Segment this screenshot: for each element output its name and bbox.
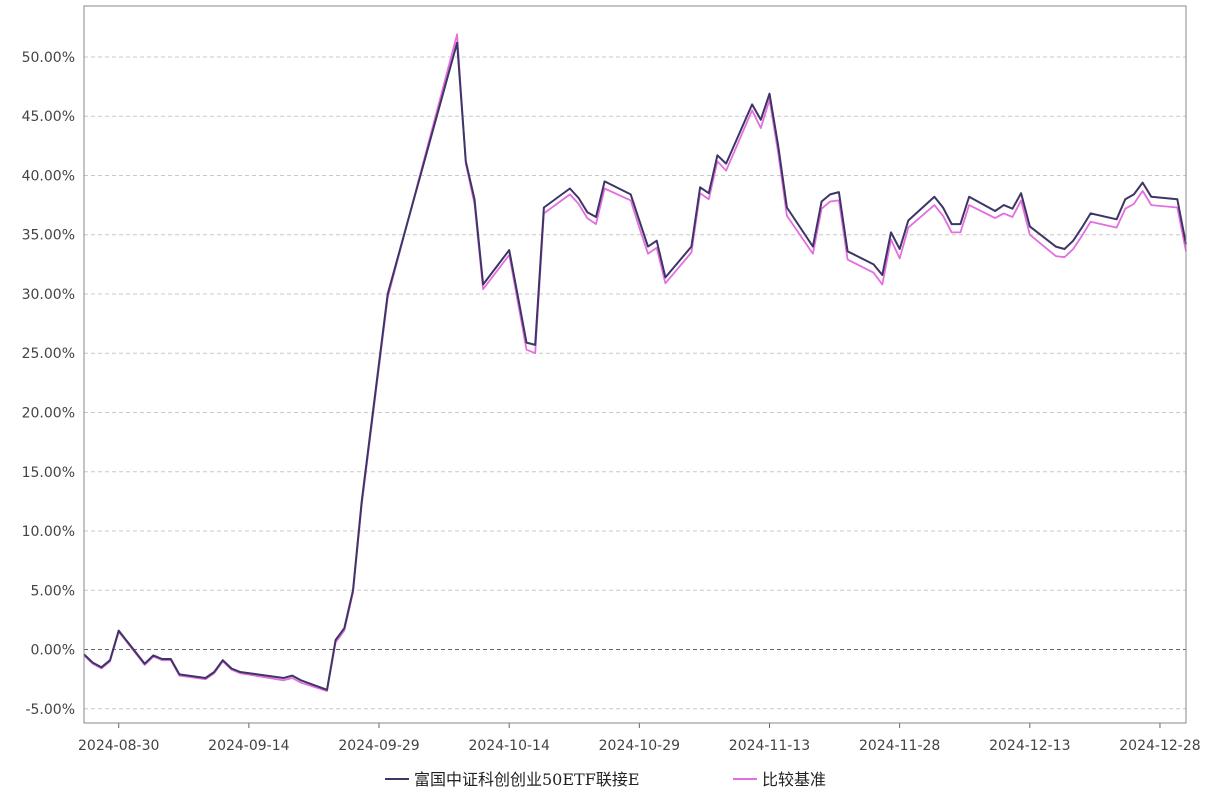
gridlines [84,56,1186,710]
plot-area-border [83,5,1187,724]
benchmark-series-line [83,33,1187,692]
y-axis-tick-labels: 50.00% 45.00% 40.00% 35.00% 30.00% 25.00% 20.0… [22,50,75,718]
legend-benchmark-label: 比较基准 [762,770,826,789]
x-tick-label: 2024-09-29 [338,738,419,754]
x-tick-label: 2024-12-28 [1119,738,1200,754]
y-tick-label: 50.00% [22,50,75,66]
y-tick-label: 5.00% [31,583,75,599]
x-tick-label: 2024-09-14 [208,738,289,754]
y-tick-label: -5.00% [25,702,75,718]
x-axis-tick-labels: 2024-08-30 2024-09-14 2024-09-29 2024-10-14… [78,723,1201,754]
series-lines [83,33,1187,692]
y-tick-label: 30.00% [22,287,75,303]
x-tick-label: 2024-08-30 [78,738,159,754]
y-tick-label: 40.00% [22,168,75,184]
x-tick-label: 2024-10-14 [468,738,549,754]
y-tick-label: 35.00% [22,228,75,244]
x-tick-label: 2024-11-13 [729,738,810,754]
y-tick-label: 25.00% [22,346,75,362]
y-tick-label: 10.00% [22,524,75,540]
y-tick-label: 45.00% [22,109,75,125]
y-tick-label: 0.00% [31,643,75,659]
x-tick-label: 2024-12-13 [989,738,1070,754]
legend-fund-label: 富国中证科创创业50ETF联接E [414,770,640,789]
x-tick-label: 2024-10-29 [599,738,680,754]
y-tick-label: 20.00% [22,405,75,421]
y-tick-label: 15.00% [22,465,75,481]
legend: 富国中证科创创业50ETF联接E 比较基准 [385,770,826,789]
x-tick-label: 2024-11-28 [859,738,940,754]
fund-series-line [83,41,1187,691]
